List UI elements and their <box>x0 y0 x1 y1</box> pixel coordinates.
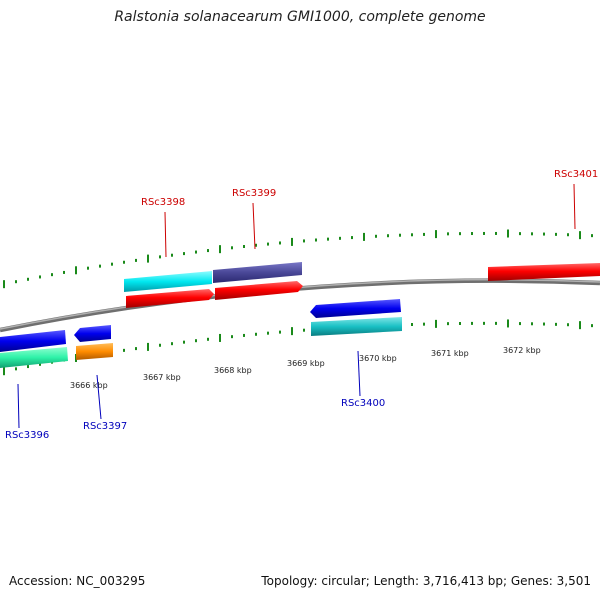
tick-label-3667: 3667 kbp <box>143 373 181 382</box>
tick-label-3669: 3669 kbp <box>287 359 325 368</box>
outer-tick-row <box>3 229 593 289</box>
gene-label-rsc3400: RSc3400 <box>341 398 385 409</box>
gene-rsc3396-mint[interactable] <box>0 347 68 368</box>
genome-summary-text: Topology: circular; Length: 3,716,413 bp… <box>261 574 591 588</box>
gene-rsc3398-cyan[interactable] <box>124 271 212 292</box>
tick-label-3668: 3668 kbp <box>214 366 252 375</box>
gene-rsc3400-teal[interactable] <box>311 317 402 336</box>
gene-labels: RSc3396 RSc3397 RSc3398 RSc3399 RSc3400 … <box>5 169 598 441</box>
gene-rsc3399-purple[interactable] <box>213 262 302 283</box>
gene-rsc3398-red[interactable] <box>126 289 214 308</box>
tick-label-3670: 3670 kbp <box>359 354 397 363</box>
gene-label-rsc3399: RSc3399 <box>232 188 276 199</box>
gene-rsc3396-blue[interactable] <box>0 330 66 352</box>
axis-tick-labels: 3666 kbp 3667 kbp 3668 kbp 3669 kbp 3670… <box>70 346 541 390</box>
label-leader-lines <box>17 183 576 429</box>
gene-rsc3399-red[interactable] <box>215 281 303 300</box>
tick-label-3671: 3671 kbp <box>431 349 469 358</box>
accession-text: Accession: NC_003295 <box>9 574 146 588</box>
gene-label-rsc3401: RSc3401 <box>554 169 598 180</box>
gene-label-rsc3398: RSc3398 <box>141 197 185 208</box>
gene-label-rsc3397: RSc3397 <box>83 421 127 432</box>
gene-rsc3397-blue[interactable] <box>74 325 111 342</box>
tick-label-3672: 3672 kbp <box>503 346 541 355</box>
map-title: Ralstonia solanacearum GMI1000, complete… <box>114 9 486 25</box>
gene-rsc3400-blue[interactable] <box>310 299 401 318</box>
gene-label-rsc3396: RSc3396 <box>5 430 49 441</box>
gene-rsc3401-red[interactable] <box>488 263 600 281</box>
tick-label-3666: 3666 kbp <box>70 381 108 390</box>
gene-rsc3397-orange[interactable] <box>76 343 113 360</box>
